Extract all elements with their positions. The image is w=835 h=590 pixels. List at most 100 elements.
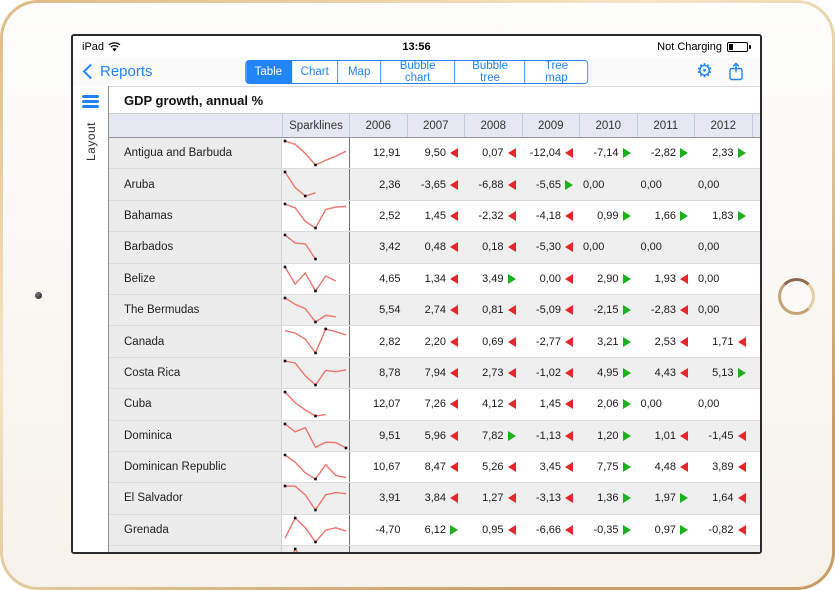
sparkline <box>282 357 350 389</box>
tab-bubble-chart[interactable]: Bubble chart <box>380 60 456 83</box>
value-cell-2006: 8,78 <box>350 358 408 388</box>
tab-bubble-tree[interactable]: Bubble tree <box>455 60 526 83</box>
decrease-arrow-icon <box>507 462 516 473</box>
table-header-row: Sparklines 2006 2007 2008 2009 2010 2011 2012 <box>109 113 760 138</box>
table-body: Antigua and Barbuda 12,91 9,50 0,07 -12,04 -7… <box>109 138 760 552</box>
country-cell: Canada <box>109 326 282 357</box>
decrease-arrow-icon <box>565 242 573 253</box>
value-text: 1,45 <box>539 398 561 411</box>
row-filler <box>753 358 761 388</box>
value-text: 1,83 <box>712 209 734 222</box>
value-cell-2010: -2,15 <box>580 295 638 325</box>
value-text: -12,04 <box>529 147 561 160</box>
value-cell-2007: 1,34 <box>408 264 466 294</box>
share-icon[interactable] <box>728 62 744 81</box>
value-text: 4,48 <box>654 461 676 474</box>
value-text: 2,82 <box>379 335 401 348</box>
value-text: -0,82 <box>708 523 734 536</box>
value-text: 0,00 <box>698 398 720 411</box>
row-filler <box>753 421 761 451</box>
value-cell-2011: -2,83 <box>638 295 696 325</box>
sparkline <box>282 169 350 200</box>
value-cell-2011: 1,93 <box>638 264 696 294</box>
increase-arrow-icon <box>680 493 688 504</box>
value-cell-2009: -2,77 <box>523 326 581 356</box>
status-bar: iPad 13:56 Not Charging <box>73 36 760 57</box>
value-cell-2009: -5,30 <box>523 232 581 262</box>
home-button[interactable] <box>778 278 815 315</box>
value-text: -6,66 <box>535 523 561 536</box>
value-text: 0,00 <box>640 398 662 411</box>
sparkline <box>282 546 350 552</box>
country-cell: Costa Rica <box>109 357 282 389</box>
sparkline <box>282 294 350 326</box>
report-title: GDP growth, annual % <box>109 87 760 113</box>
sparkline <box>282 138 350 169</box>
back-button[interactable]: Reports <box>82 63 153 80</box>
value-text: 0,00 <box>698 304 720 317</box>
value-text: 10,67 <box>372 461 401 474</box>
value-cell-2008: 0,07 <box>465 138 523 168</box>
table-row[interactable]: Canada 2,82 2,20 0,69 -2,77 3,21 2,53 1,71 <box>109 326 760 358</box>
decrease-arrow-icon <box>680 430 688 441</box>
tab-chart[interactable]: Chart <box>291 60 339 83</box>
value-text: 3,91 <box>379 492 401 505</box>
value-cell-2006: 3,91 <box>350 483 408 513</box>
front-camera <box>35 292 42 299</box>
value-cell-2008: 0,18 <box>465 232 523 262</box>
tab-tree-map[interactable]: Tree map <box>525 60 588 83</box>
value-text: 0,48 <box>424 241 446 254</box>
table-row[interactable]: Belize 4,65 1,34 3,49 0,00 2,90 1,93 0,00 <box>109 263 760 295</box>
decrease-arrow-icon <box>450 336 458 347</box>
year-column-header-2006[interactable]: 2006 <box>350 114 408 137</box>
value-text: 1,64 <box>712 492 734 505</box>
decrease-arrow-icon <box>737 336 746 347</box>
table-row[interactable]: Dominica 9,51 5,96 7,82 -1,13 1,20 1,01 -1,45 <box>109 420 761 452</box>
tab-map[interactable]: Map <box>338 60 381 83</box>
value-text: 4,12 <box>482 398 504 411</box>
value-cell-2009: 3,45 <box>523 452 581 482</box>
value-cell-2008: 1,27 <box>465 483 523 513</box>
table-row[interactable]: Grenada -4,70 6,12 0,95 -6,66 -0,35 0,97 -0,82 <box>109 514 760 547</box>
value-text: 3,21 <box>597 335 619 348</box>
year-column-header-2010[interactable]: 2010 <box>580 114 638 137</box>
value-cell-2011: 1,97 <box>638 483 696 513</box>
table-row[interactable]: Antigua and Barbuda 12,91 9,50 0,07 -12,04 -7… <box>109 138 760 170</box>
table-row[interactable]: Dominican Republic 10,67 8,47 5,26 3,45 7,75 4… <box>109 451 760 484</box>
value-text: 1,66 <box>654 209 676 222</box>
year-column-header-2009[interactable]: 2009 <box>523 114 580 137</box>
value-text: 2,52 <box>379 209 401 222</box>
table-row[interactable]: El Salvador 3,91 3,84 1,27 -3,13 1,36 1,97 1,64 <box>109 483 760 515</box>
year-column-header-2011[interactable]: 2011 <box>638 114 695 137</box>
layout-menu-icon[interactable] <box>79 92 102 111</box>
value-cell-2007: 2,20 <box>408 326 466 356</box>
decrease-arrow-icon <box>680 336 688 347</box>
value-text: 1,34 <box>424 272 446 285</box>
view-segmented-control: Table Chart Map Bubble chart Bubble tree Tree… <box>244 59 589 84</box>
tab-table[interactable]: Table <box>245 60 292 83</box>
decrease-arrow-icon <box>737 430 746 441</box>
back-button-label: Reports <box>100 63 153 80</box>
chevron-left-icon <box>82 63 99 80</box>
value-cell-2007: 0,48 <box>408 232 466 262</box>
value-text: 2,20 <box>424 335 446 348</box>
value-text: 1,97 <box>654 492 676 505</box>
increase-arrow-icon <box>507 430 516 441</box>
increase-arrow-icon <box>622 210 631 221</box>
settings-gear-icon[interactable]: ⚙ <box>695 61 713 82</box>
sparklines-column-header[interactable]: Sparklines <box>282 114 350 137</box>
value-text: 1,71 <box>712 335 734 348</box>
year-column-header-2008[interactable]: 2008 <box>465 114 523 137</box>
table-row[interactable]: Costa Rica 8,78 7,94 2,73 -1,02 4,95 4,43 5,13 <box>109 357 761 390</box>
table-row[interactable]: Cuba 12,07 7,26 4,12 1,45 2,06 0,00 0,00 <box>109 389 760 421</box>
table-row[interactable]: The Bermudas 5,54 2,74 0,81 -5,09 -2,15 -2,83 0… <box>109 294 760 327</box>
value-cell-2010: 7,75 <box>580 452 638 482</box>
year-column-header-2007[interactable]: 2007 <box>408 114 465 137</box>
table-row[interactable]: Barbados 3,42 0,48 0,18 -5,30 0,00 0,00 0,00 <box>109 232 760 264</box>
table-row[interactable]: Bahamas 2,52 1,45 -2,32 -4,18 0,99 1,66 1,83 <box>109 200 760 233</box>
increase-arrow-icon <box>622 148 631 159</box>
decrease-arrow-icon <box>565 493 573 504</box>
value-text: 0,00 <box>583 241 605 254</box>
table-row[interactable]: Aruba 2,36 -3,65 -6,88 -5,65 0,00 0,00 0,00 <box>109 169 760 201</box>
year-column-header-2012[interactable]: 2012 <box>695 114 753 137</box>
